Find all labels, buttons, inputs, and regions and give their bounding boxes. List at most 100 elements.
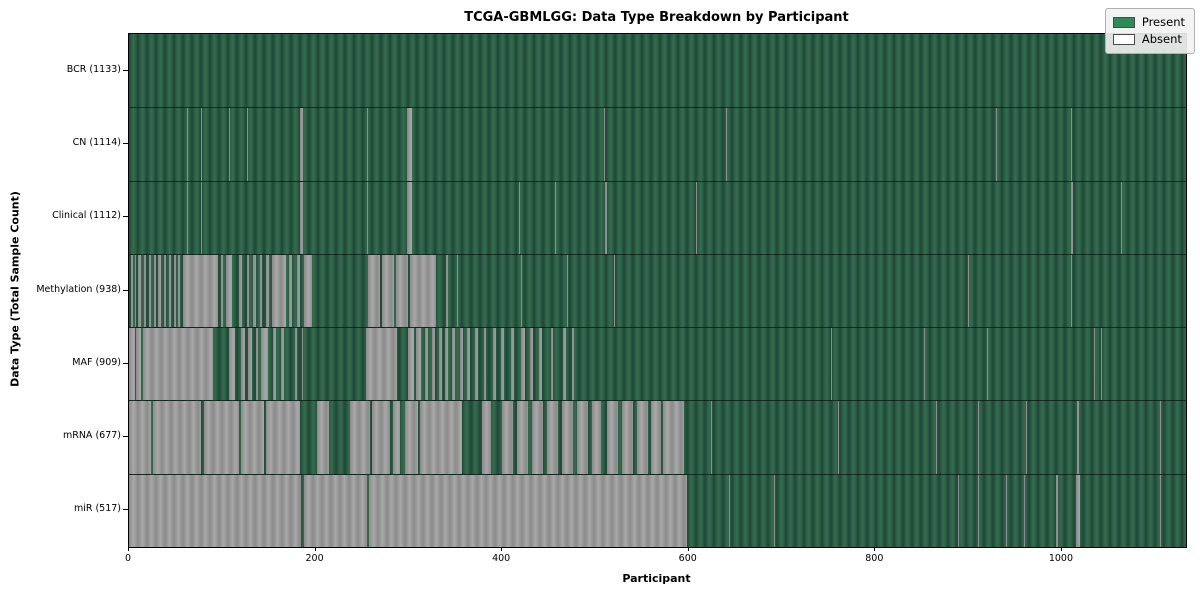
absent-segment-methylation (967, 254, 969, 328)
row-cn (129, 107, 1186, 181)
absent-segment-cn (247, 108, 249, 181)
absent-segment-maf (416, 328, 421, 401)
chart-title: TCGA-GBMLGG: Data Type Breakdown by Part… (464, 10, 849, 25)
absent-segment-methylation (173, 254, 176, 328)
xtick-mark (874, 547, 876, 551)
absent-segment-methylation (178, 254, 181, 328)
legend-label-absent: Absent (1141, 32, 1182, 46)
legend-swatch-absent (1112, 34, 1135, 45)
absent-segment-methylation (169, 254, 171, 328)
absent-segment-cn (186, 108, 188, 181)
absent-segment-maf (301, 328, 304, 401)
absent-segment-maf (501, 328, 505, 401)
absent-segment-mrna (405, 401, 419, 474)
absent-segment-mrna (153, 401, 201, 474)
absent-segment-mir (728, 474, 730, 547)
absent-segment-methylation (239, 254, 242, 328)
absent-segment-mrna (316, 401, 329, 474)
ytick-mark (123, 289, 128, 291)
absent-segment-mrna (838, 401, 839, 474)
absent-segment-cn (407, 108, 412, 181)
absent-segment-methylation (163, 254, 167, 328)
xtick-label-1000: 1000 (1048, 553, 1073, 564)
absent-segment-clinical (299, 181, 304, 254)
absent-segment-mir (773, 474, 775, 547)
absent-segment-methylation (271, 254, 286, 328)
absent-segment-maf (142, 328, 213, 401)
ytick-mark (123, 216, 128, 218)
absent-segment-maf (923, 328, 925, 401)
ytick-mark (123, 69, 128, 71)
absent-segment-mrna (977, 401, 979, 474)
absent-segment-maf (1101, 328, 1103, 401)
x-axis-label: Participant (622, 572, 691, 585)
absent-segment-maf (831, 328, 833, 401)
absent-segment-methylation (1071, 254, 1073, 328)
absent-segment-maf (438, 328, 442, 401)
absent-segment-methylation (246, 254, 250, 328)
absent-segment-maf (240, 328, 245, 401)
absent-segment-maf (445, 328, 449, 401)
absent-segment-methylation (289, 254, 293, 328)
absent-segment-clinical (1120, 181, 1122, 254)
ytick-mark (123, 142, 128, 144)
absent-segment-cn (366, 108, 368, 181)
ytick-mark (123, 509, 128, 511)
absent-segment-methylation (395, 254, 408, 328)
absent-segment-maf (572, 328, 574, 401)
absent-segment-mrna (561, 401, 574, 474)
absent-segment-maf (539, 328, 543, 401)
absent-segment-cn (299, 108, 304, 181)
row-maf (129, 327, 1186, 401)
absent-segment-mrna (240, 401, 265, 474)
absent-segment-maf (492, 328, 496, 401)
row-mir (129, 473, 1186, 547)
absent-segment-maf (451, 328, 455, 401)
absent-segment-maf (520, 328, 525, 401)
absent-segment-methylation (296, 254, 300, 328)
absent-segment-mrna (935, 401, 937, 474)
absent-segment-maf (228, 328, 236, 401)
absent-segment-maf (460, 328, 463, 401)
absent-segment-maf (365, 328, 397, 401)
absent-segment-mrna (420, 401, 463, 474)
absent-segment-mrna (1159, 401, 1161, 474)
absent-segment-clinical (1071, 181, 1074, 254)
row-clinical (129, 180, 1186, 254)
absent-segment-methylation (183, 254, 218, 328)
ytick-label-methylation: Methylation (938) (36, 283, 121, 295)
absent-segment-methylation (259, 254, 263, 328)
absent-segment-maf (260, 328, 268, 401)
absent-segment-mrna (532, 401, 544, 474)
absent-segment-maf (466, 328, 470, 401)
absent-segment-mrna (266, 401, 300, 474)
absent-segment-mrna (517, 401, 529, 474)
absent-segment-maf (424, 328, 429, 401)
legend-swatch-present (1112, 17, 1135, 28)
absent-segment-mrna (711, 401, 713, 474)
absent-segment-clinical (696, 181, 698, 254)
absent-segment-cn (228, 108, 230, 181)
absent-segment-maf (562, 328, 566, 401)
ytick-label-cn: CN (1114) (72, 136, 121, 148)
absent-segment-clinical (604, 181, 607, 254)
legend-entry-present: Present (1112, 14, 1185, 31)
xtick-mark (314, 547, 316, 551)
absent-segment-maf (550, 328, 554, 401)
absent-segment-maf (432, 328, 435, 401)
absent-segment-cn (1071, 108, 1073, 181)
absent-segment-maf (129, 328, 135, 401)
absent-segment-mir (1023, 474, 1025, 547)
absent-segment-mir (1159, 474, 1161, 547)
absent-segment-methylation (520, 254, 522, 328)
absent-segment-maf (136, 328, 142, 401)
absent-segment-maf (530, 328, 533, 401)
absent-segment-mir (129, 474, 301, 547)
xtick-mark (128, 547, 129, 551)
row-mrna (129, 400, 1186, 474)
absent-segment-mir (958, 474, 960, 547)
absent-segment-methylation (138, 254, 142, 328)
absent-segment-methylation (221, 254, 224, 328)
absent-segment-mrna (203, 401, 240, 474)
absent-segment-methylation (457, 254, 459, 328)
